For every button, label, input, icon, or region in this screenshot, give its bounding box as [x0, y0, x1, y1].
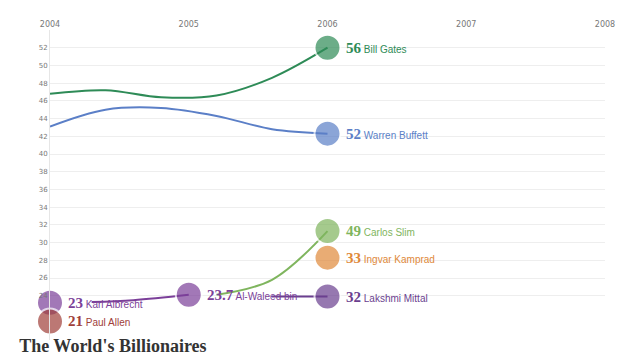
svg-text:23 Kari Albrecht: 23 Kari Albrecht	[68, 295, 143, 311]
svg-text:30: 30	[39, 239, 48, 247]
svg-text:38: 38	[39, 168, 48, 176]
svg-text:2004: 2004	[40, 20, 60, 29]
svg-text:46: 46	[39, 97, 48, 105]
svg-text:52: 52	[39, 44, 48, 52]
svg-text:42: 42	[39, 133, 48, 141]
svg-text:28: 28	[39, 257, 48, 265]
svg-text:24: 24	[39, 292, 48, 300]
svg-text:56 Bill Gates: 56 Bill Gates	[346, 40, 407, 56]
svg-text:23.7 Al-Waleed bin: 23.7 Al-Waleed bin	[207, 287, 297, 303]
svg-text:2005: 2005	[179, 20, 199, 29]
svg-text:The World's Billionaires: The World's Billionaires	[19, 336, 206, 356]
svg-text:32: 32	[39, 221, 48, 229]
svg-text:21 Paul Allen: 21 Paul Allen	[68, 313, 130, 329]
svg-text:2006: 2006	[317, 20, 337, 29]
svg-text:2008: 2008	[595, 20, 615, 29]
svg-text:26: 26	[39, 274, 48, 282]
svg-text:52 Warren Buffett: 52 Warren Buffett	[346, 126, 428, 142]
svg-text:2007: 2007	[456, 20, 476, 29]
svg-text:50: 50	[39, 62, 48, 70]
svg-text:49 Carlos Slim: 49 Carlos Slim	[346, 223, 415, 239]
svg-text:33 Ingvar Kamprad: 33 Ingvar Kamprad	[346, 250, 435, 266]
svg-text:34: 34	[39, 204, 48, 212]
svg-text:48: 48	[39, 80, 48, 88]
svg-text:32 Lakshmi Mittal: 32 Lakshmi Mittal	[346, 289, 428, 305]
svg-text:36: 36	[39, 186, 48, 194]
svg-text:40: 40	[39, 150, 48, 158]
svg-text:44: 44	[39, 115, 48, 123]
